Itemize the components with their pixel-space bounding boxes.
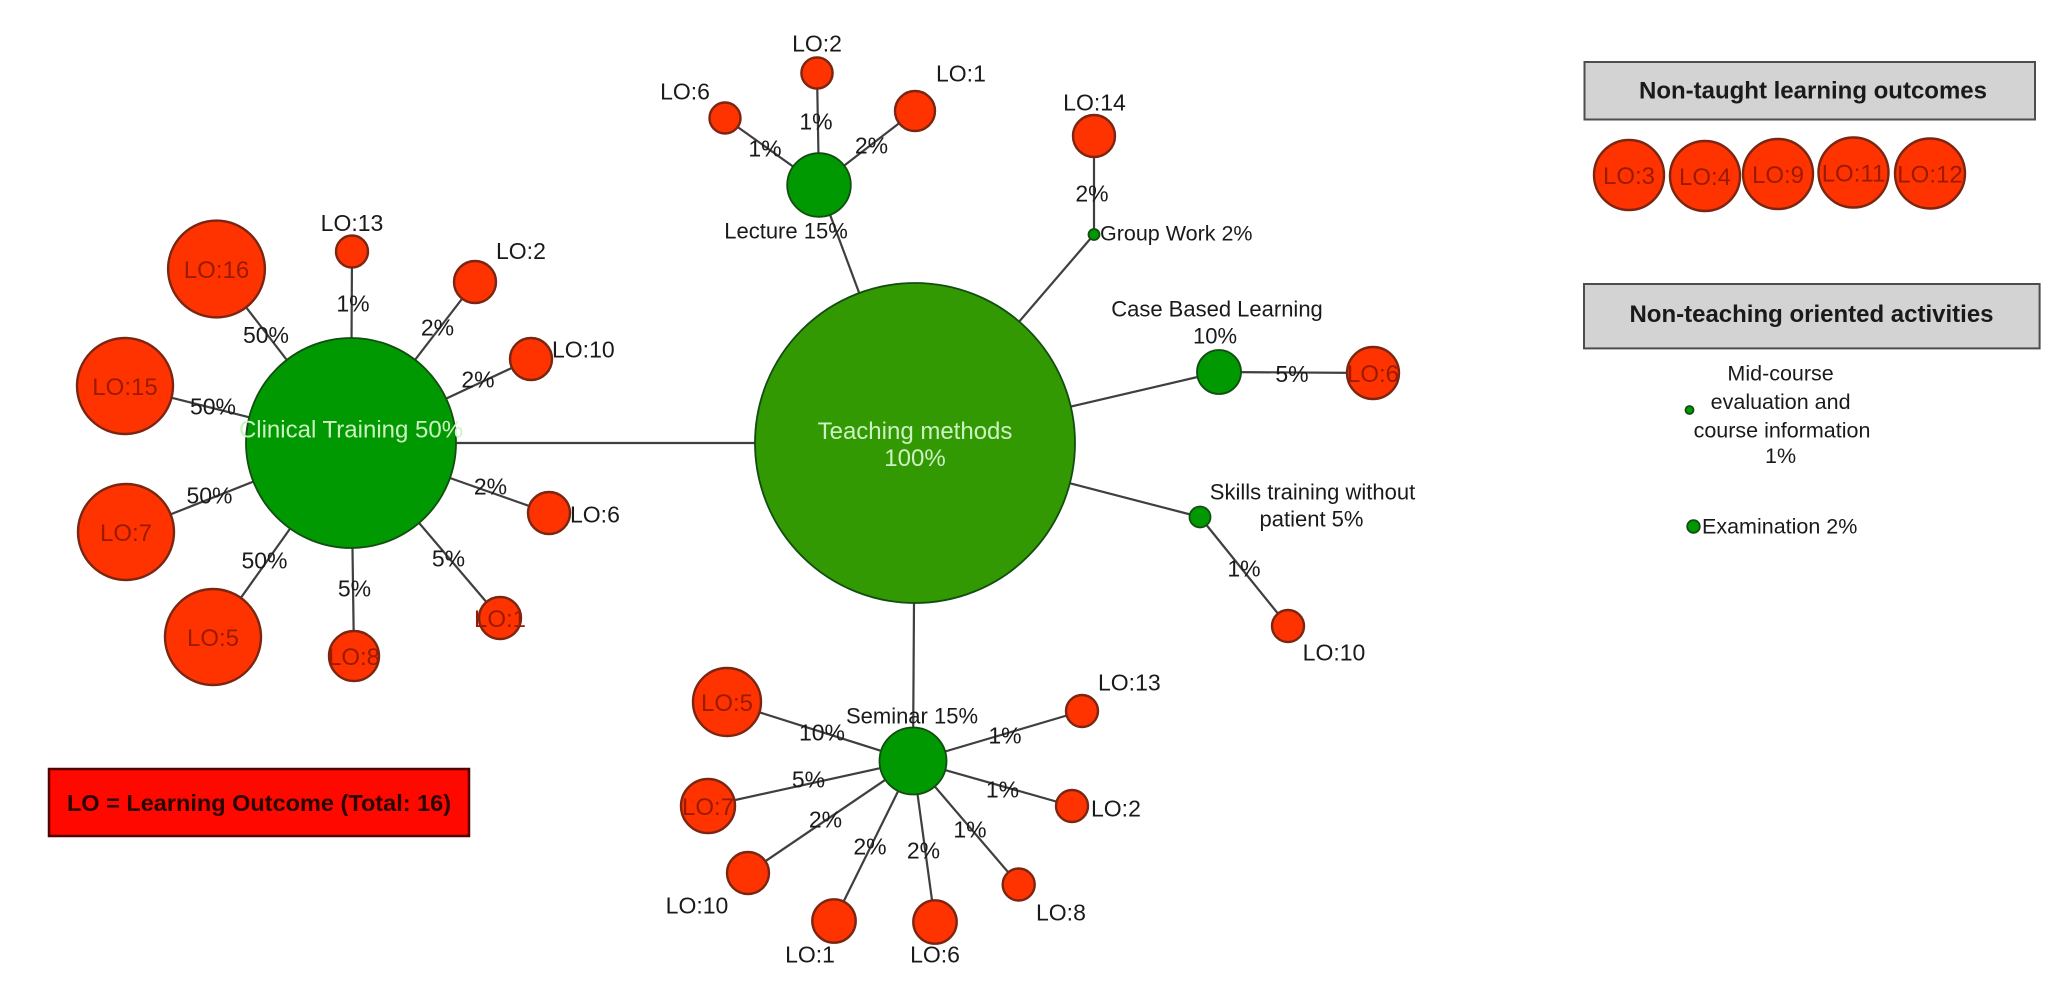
svg-text:LO:3: LO:3 (1603, 163, 1655, 190)
svg-text:LO:2: LO:2 (1091, 796, 1141, 822)
svg-text:Case Based Learning: Case Based Learning (1111, 297, 1323, 322)
svg-text:LO:2: LO:2 (792, 31, 842, 57)
svg-text:Non-taught learning outcomes: Non-taught learning outcomes (1639, 78, 1987, 105)
svg-text:1%: 1% (1227, 556, 1260, 582)
svg-text:Non-teaching oriented activiti: Non-teaching oriented activities (1629, 301, 1993, 328)
svg-text:2%: 2% (809, 807, 842, 833)
svg-text:Mid-course: Mid-course (1727, 362, 1833, 386)
svg-text:LO:12: LO:12 (1897, 162, 1962, 189)
svg-text:2%: 2% (461, 367, 494, 393)
svg-text:LO:10: LO:10 (552, 337, 615, 363)
svg-text:1%: 1% (336, 291, 369, 317)
svg-text:Examination 2%: Examination 2% (1702, 515, 1857, 539)
svg-text:2%: 2% (421, 315, 454, 341)
svg-text:Skills training without: Skills training without (1210, 480, 1415, 505)
svg-text:LO:4: LO:4 (1679, 164, 1731, 191)
svg-text:LO = Learning Outcome (Total:: LO = Learning Outcome (Total: 16) (67, 790, 451, 816)
svg-text:LO:5: LO:5 (701, 690, 753, 717)
svg-text:LO:13: LO:13 (1098, 670, 1161, 696)
svg-text:Seminar 15%: Seminar 15% (846, 703, 978, 728)
svg-text:2%: 2% (855, 133, 888, 159)
svg-text:LO:6: LO:6 (1347, 361, 1399, 388)
svg-text:LO:11: LO:11 (1822, 161, 1886, 188)
svg-text:LO:5: LO:5 (187, 625, 239, 652)
svg-text:50%: 50% (190, 394, 236, 420)
svg-text:LO:1: LO:1 (936, 61, 986, 87)
svg-text:LO:6: LO:6 (570, 502, 620, 528)
svg-text:2%: 2% (1075, 181, 1108, 207)
svg-text:5%: 5% (792, 767, 825, 793)
svg-text:LO:10: LO:10 (1303, 640, 1366, 666)
svg-text:LO:14: LO:14 (1063, 90, 1126, 116)
svg-text:LO:8: LO:8 (328, 644, 380, 671)
svg-text:Teaching methods: Teaching methods (818, 418, 1013, 445)
svg-text:5%: 5% (432, 546, 465, 572)
svg-text:50%: 50% (186, 483, 232, 509)
svg-text:1%: 1% (799, 109, 832, 135)
svg-text:50%: 50% (241, 548, 287, 574)
svg-text:course information: course information (1694, 419, 1871, 443)
svg-text:LO:16: LO:16 (184, 257, 249, 284)
svg-text:LO:7: LO:7 (682, 794, 734, 821)
svg-text:1%: 1% (986, 777, 1019, 803)
svg-text:1%: 1% (748, 136, 781, 162)
svg-text:1%: 1% (988, 723, 1021, 749)
svg-text:LO:2: LO:2 (496, 238, 546, 264)
svg-text:Clinical Training 50%: Clinical Training 50% (239, 417, 463, 444)
svg-text:10%: 10% (1193, 324, 1237, 349)
svg-text:2%: 2% (474, 474, 507, 500)
svg-text:2%: 2% (907, 838, 940, 864)
svg-text:LO:6: LO:6 (660, 79, 710, 105)
svg-text:LO:9: LO:9 (1752, 162, 1804, 189)
svg-text:LO:1: LO:1 (785, 942, 835, 968)
svg-text:5%: 5% (338, 576, 371, 602)
svg-text:100%: 100% (884, 445, 945, 472)
svg-text:patient 5%: patient 5% (1260, 507, 1364, 532)
svg-text:2%: 2% (853, 834, 886, 860)
svg-text:LO:8: LO:8 (1036, 900, 1086, 926)
svg-text:LO:15: LO:15 (92, 374, 157, 401)
svg-text:LO:1: LO:1 (474, 606, 526, 633)
svg-text:evaluation and: evaluation and (1711, 390, 1851, 414)
svg-text:LO:13: LO:13 (321, 210, 384, 236)
svg-text:50%: 50% (243, 322, 289, 348)
svg-text:1%: 1% (1765, 444, 1796, 468)
svg-text:1%: 1% (953, 817, 986, 843)
svg-text:Lecture 15%: Lecture 15% (724, 218, 848, 243)
svg-text:10%: 10% (799, 720, 845, 746)
svg-text:5%: 5% (1275, 361, 1308, 387)
svg-text:LO:6: LO:6 (910, 942, 960, 968)
svg-text:LO:10: LO:10 (666, 893, 729, 919)
svg-text:Group Work 2%: Group Work 2% (1100, 222, 1253, 246)
svg-text:LO:7: LO:7 (100, 520, 152, 547)
